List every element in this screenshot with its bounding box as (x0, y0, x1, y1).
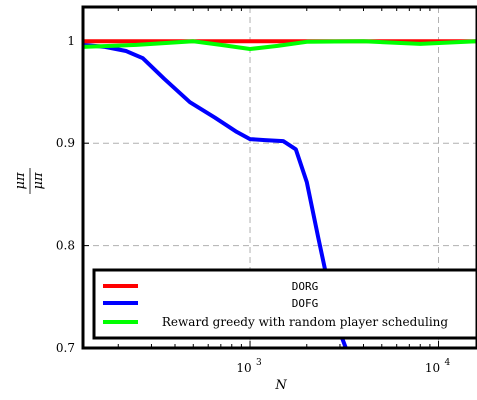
x-tick-label: 10 (425, 361, 440, 375)
x-axis-label: N (274, 378, 287, 393)
series-line-1 (83, 42, 348, 348)
x-tick-label: 10 (236, 361, 251, 375)
legend-box (92, 268, 477, 340)
x-tick-exponent: 4 (445, 358, 451, 368)
y-label-numerator: μπ (13, 172, 28, 189)
legend: DORG DOFG Reward greedy with random play… (92, 268, 477, 340)
plot-frame (81, 5, 477, 350)
y-axis-label: μπ μπ (13, 168, 46, 194)
y-tick-label: 0.9 (56, 136, 75, 150)
y-label-denominator: μπ (31, 172, 46, 189)
series-lines (83, 39, 477, 348)
tick-labels: 1 0.9 0.8 0.7 10 3 10 4 (56, 34, 451, 375)
y-tick-label: 1 (67, 34, 75, 48)
y-tick-label: 0.8 (56, 239, 75, 253)
legend-label-dorg: DORG (292, 280, 319, 293)
series-line-2 (83, 39, 477, 51)
y-tick-label: 0.7 (56, 341, 75, 355)
x-tick-exponent: 3 (256, 358, 262, 368)
legend-label-dofg: DOFG (292, 297, 319, 310)
legend-label-reward-greedy: Reward greedy with random player schedul… (162, 315, 449, 329)
